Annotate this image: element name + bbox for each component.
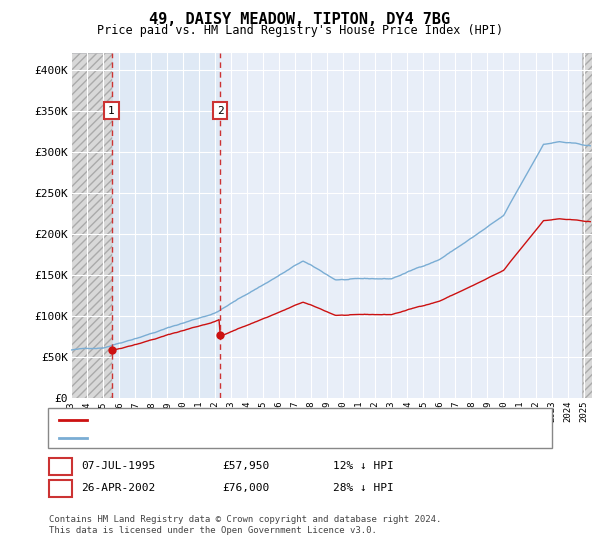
Bar: [71, 53, 112, 398]
Text: 2: 2: [57, 483, 64, 493]
Text: 2: 2: [217, 106, 224, 115]
Text: Price paid vs. HM Land Registry's House Price Index (HPI): Price paid vs. HM Land Registry's House …: [97, 24, 503, 37]
Bar: [583, 53, 592, 398]
Text: Contains HM Land Registry data © Crown copyright and database right 2024.
This d: Contains HM Land Registry data © Crown c…: [49, 515, 442, 535]
Text: £57,950: £57,950: [222, 461, 269, 472]
Text: HPI: Average price, detached house, Sandwell: HPI: Average price, detached house, Sand…: [91, 433, 366, 443]
Text: 07-JUL-1995: 07-JUL-1995: [81, 461, 155, 472]
Text: 1: 1: [108, 106, 115, 115]
Text: 12% ↓ HPI: 12% ↓ HPI: [333, 461, 394, 472]
Bar: [112, 53, 220, 398]
Text: 26-APR-2002: 26-APR-2002: [81, 483, 155, 493]
Text: 1: 1: [57, 461, 64, 472]
Text: 49, DAISY MEADOW, TIPTON, DY4 7BG: 49, DAISY MEADOW, TIPTON, DY4 7BG: [149, 12, 451, 27]
Text: 28% ↓ HPI: 28% ↓ HPI: [333, 483, 394, 493]
Text: 49, DAISY MEADOW, TIPTON, DY4 7BG (detached house): 49, DAISY MEADOW, TIPTON, DY4 7BG (detac…: [91, 415, 404, 425]
Text: £76,000: £76,000: [222, 483, 269, 493]
